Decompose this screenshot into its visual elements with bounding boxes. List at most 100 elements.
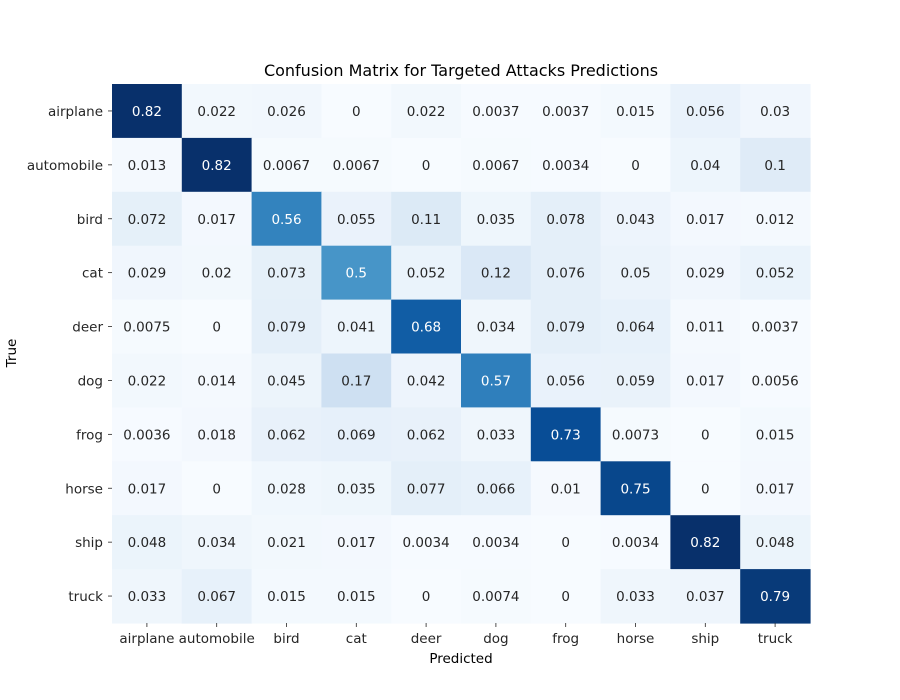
heatmap-cell: [670, 461, 741, 516]
heatmap-cell: [530, 353, 602, 408]
heatmap-cell: [600, 569, 671, 624]
x-axis-label: Predicted: [429, 651, 492, 667]
heatmap-cell: [181, 245, 253, 301]
cell-value-label: 0.017: [197, 212, 236, 228]
heatmap-cell: [461, 84, 532, 139]
heatmap-cell: [530, 407, 602, 462]
cell-value-label: 0.0034: [402, 535, 449, 551]
cell-value-label: 0.052: [756, 266, 795, 282]
heatmap-cell: [251, 353, 322, 408]
heatmap-cell: [251, 407, 322, 462]
cell-value-label: 0.026: [267, 104, 306, 120]
heatmap-cell: [321, 353, 392, 408]
heatmap-cell: [670, 515, 741, 570]
heatmap-cell: [112, 569, 183, 624]
cell-value-label: 0.0034: [612, 535, 659, 551]
cell-value-label: 0.0073: [612, 427, 659, 443]
heatmap-cell: [740, 569, 811, 624]
heatmap-cell: [391, 84, 462, 139]
heatmap-cell: [461, 569, 532, 624]
heatmap-cell: [740, 353, 811, 408]
heatmap-cell: [530, 515, 602, 570]
heatmap-cell: [600, 191, 671, 247]
heatmap-cell: [181, 191, 253, 247]
heatmap-cell: [391, 353, 462, 408]
cell-value-label: 0.0056: [751, 373, 798, 389]
heatmap-cell: [670, 245, 741, 301]
x-tick-label: horse: [617, 631, 655, 647]
heatmap-cell: [530, 245, 602, 301]
heatmap-cell: [461, 245, 532, 301]
cell-value-label: 0.03: [760, 104, 790, 120]
cell-value-label: 0.0067: [333, 158, 380, 174]
cell-value-label: 0: [422, 589, 431, 605]
cell-value-label: 0.079: [267, 320, 306, 336]
cell-value-label: 0.82: [690, 535, 720, 551]
heatmap-cell: [461, 137, 532, 193]
heatmap-cell: [112, 137, 183, 193]
heatmap-cell: [112, 461, 183, 516]
cell-value-label: 0.0074: [472, 589, 519, 605]
heatmap-cell: [670, 191, 741, 247]
cell-value-label: 0.069: [337, 427, 376, 443]
cell-value-label: 0.017: [128, 481, 167, 497]
y-tick-label: truck: [68, 589, 103, 605]
cell-value-label: 0.015: [337, 589, 376, 605]
cell-value-label: 0.073: [267, 266, 306, 282]
cell-value-label: 0.045: [267, 373, 306, 389]
cell-value-label: 0.0037: [542, 104, 589, 120]
heatmap-cell: [321, 515, 392, 570]
heatmap-cell: [321, 299, 392, 355]
cell-value-label: 0.076: [546, 266, 585, 282]
heatmap-cell: [251, 461, 322, 516]
cell-value-label: 0: [631, 158, 640, 174]
cell-value-label: 0: [352, 104, 361, 120]
cell-value-label: 0.041: [337, 320, 376, 336]
cell-value-label: 0: [212, 481, 221, 497]
cell-value-label: 0.062: [267, 427, 306, 443]
y-tick-label: cat: [82, 266, 103, 282]
heatmap-cell: [251, 84, 322, 139]
cell-value-label: 0.048: [756, 535, 795, 551]
cell-value-label: 0.018: [197, 427, 236, 443]
heatmap-cell: [251, 245, 322, 301]
heatmap-cell: [112, 84, 183, 139]
heatmap-cell: [740, 245, 811, 301]
heatmap-cell: [321, 191, 392, 247]
heatmap-cell: [251, 569, 322, 624]
heatmap-cell: [740, 515, 811, 570]
heatmap-cell: [530, 84, 602, 139]
cell-value-label: 0.0034: [472, 535, 519, 551]
cell-value-label: 0.82: [132, 104, 162, 120]
heatmap-cell: [181, 407, 253, 462]
cell-value-label: 0.078: [546, 212, 585, 228]
heatmap-cell: [670, 299, 741, 355]
cell-value-label: 0.042: [407, 373, 446, 389]
cell-value-label: 0.0067: [263, 158, 310, 174]
cell-value-label: 0.0037: [751, 320, 798, 336]
heatmap-cell: [181, 461, 253, 516]
x-tick-label: frog: [552, 631, 579, 647]
cell-value-label: 0.034: [477, 320, 516, 336]
heatmap-cell: [670, 353, 741, 408]
cell-value-label: 0.02: [202, 266, 232, 282]
heatmap-cell: [670, 569, 741, 624]
heatmap-cell: [112, 245, 183, 301]
heatmap-cell: [670, 137, 741, 193]
cell-value-label: 0.015: [267, 589, 306, 605]
cell-value-label: 0.033: [477, 427, 516, 443]
y-axis-ticks: airplane automobile bird cat deer dog frog hors…: [27, 104, 112, 605]
cell-value-label: 0.052: [407, 266, 446, 282]
cell-value-label: 0.04: [690, 158, 720, 174]
heatmap-cell: [600, 84, 671, 139]
heatmap-cell: [251, 191, 322, 247]
heatmap-cell: [251, 515, 322, 570]
cell-value-label: 0.17: [341, 373, 371, 389]
x-tick-label: airplane: [119, 631, 174, 647]
heatmap-cell: [181, 353, 253, 408]
cell-value-label: 0.1: [764, 158, 785, 174]
cell-value-label: 0.067: [197, 589, 236, 605]
cell-value-label: 0.022: [197, 104, 236, 120]
cell-value-label: 0.072: [128, 212, 167, 228]
cell-value-label: 0.015: [616, 104, 655, 120]
